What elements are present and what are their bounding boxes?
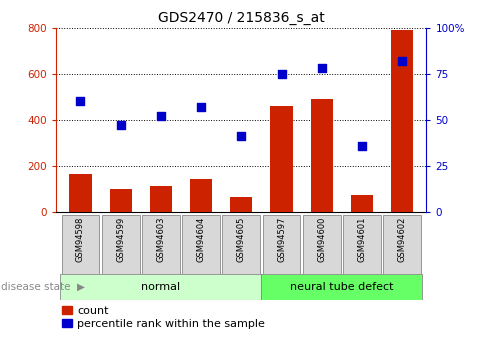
Text: neural tube defect: neural tube defect — [290, 282, 393, 292]
Bar — [110, 189, 132, 212]
Bar — [391, 30, 413, 212]
FancyBboxPatch shape — [263, 215, 300, 274]
Text: GSM94604: GSM94604 — [196, 217, 206, 262]
Point — [157, 114, 165, 119]
Text: GSM94603: GSM94603 — [156, 217, 166, 263]
Point — [358, 143, 366, 148]
FancyBboxPatch shape — [222, 215, 260, 274]
Text: GSM94602: GSM94602 — [398, 217, 407, 262]
Text: disease state  ▶: disease state ▶ — [1, 282, 85, 292]
Title: GDS2470 / 215836_s_at: GDS2470 / 215836_s_at — [158, 11, 325, 25]
FancyBboxPatch shape — [262, 274, 422, 300]
Point — [117, 123, 124, 128]
FancyBboxPatch shape — [142, 215, 180, 274]
FancyBboxPatch shape — [383, 215, 421, 274]
FancyBboxPatch shape — [60, 274, 262, 300]
Text: normal: normal — [141, 282, 180, 292]
Bar — [190, 179, 212, 212]
Point — [197, 104, 205, 110]
Bar — [70, 174, 92, 212]
Text: GSM94600: GSM94600 — [317, 217, 326, 262]
FancyBboxPatch shape — [62, 215, 99, 274]
Bar — [270, 106, 293, 212]
Text: GSM94597: GSM94597 — [277, 217, 286, 262]
FancyBboxPatch shape — [303, 215, 341, 274]
Point — [318, 66, 326, 71]
Legend: count, percentile rank within the sample: count, percentile rank within the sample — [62, 306, 266, 329]
Point — [76, 99, 84, 104]
Bar — [230, 197, 252, 212]
Bar — [311, 99, 333, 212]
Text: GSM94599: GSM94599 — [116, 217, 125, 262]
FancyBboxPatch shape — [343, 215, 381, 274]
FancyBboxPatch shape — [102, 215, 140, 274]
Text: GSM94605: GSM94605 — [237, 217, 246, 262]
Point — [278, 71, 286, 77]
Text: GSM94598: GSM94598 — [76, 217, 85, 262]
Bar — [351, 195, 373, 212]
FancyBboxPatch shape — [182, 215, 220, 274]
Bar — [150, 186, 172, 212]
Point — [238, 134, 245, 139]
Text: GSM94601: GSM94601 — [358, 217, 367, 262]
Point — [398, 58, 406, 63]
